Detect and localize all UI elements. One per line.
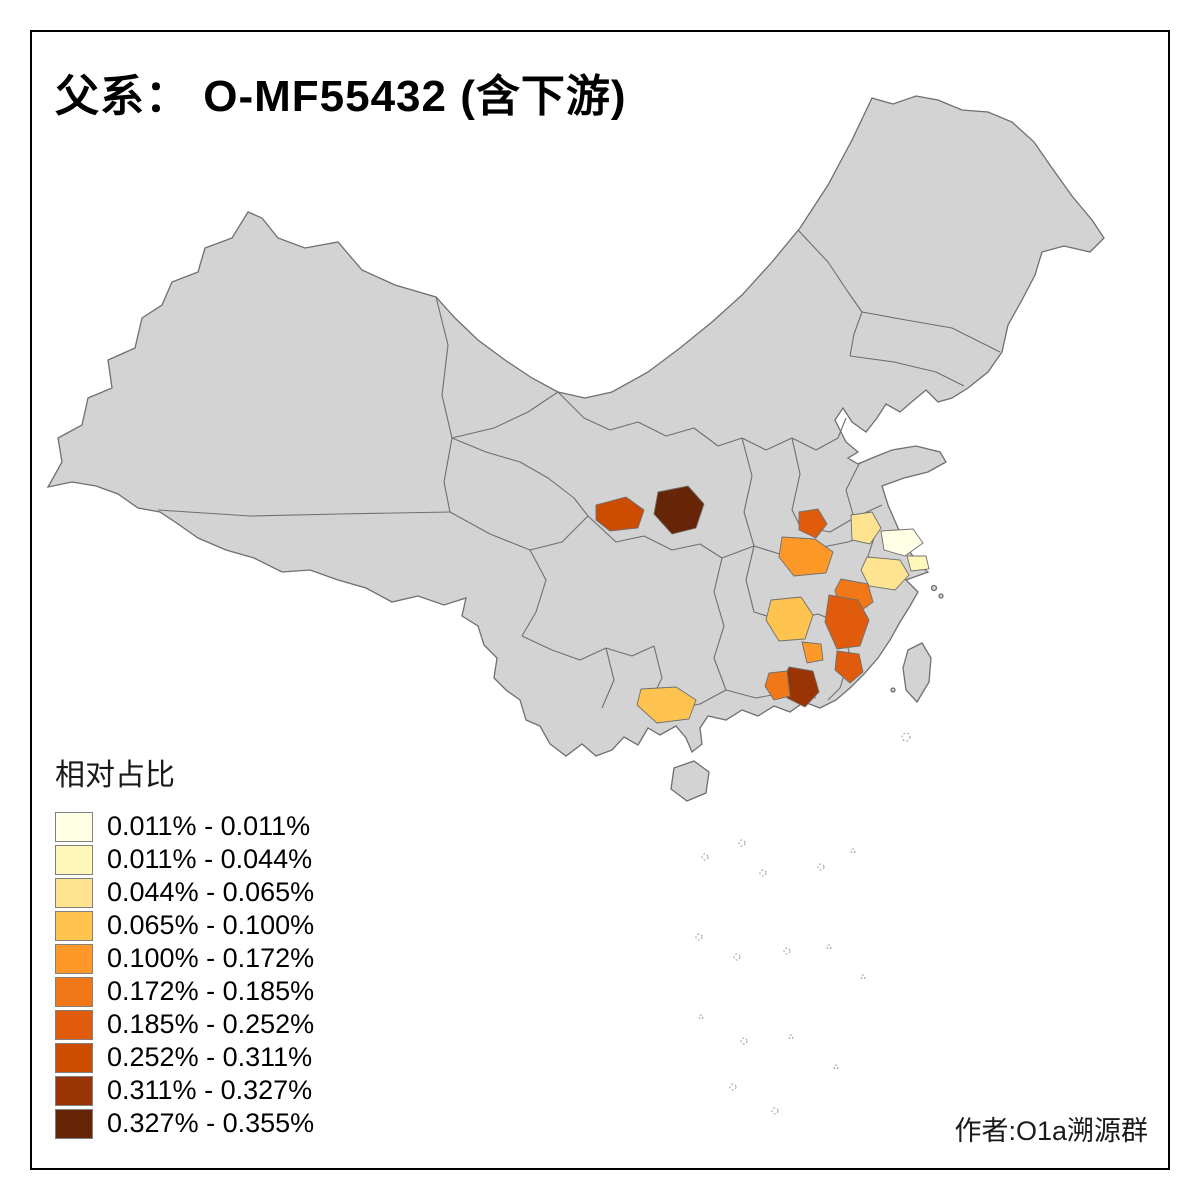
province-border	[451, 391, 559, 439]
province-border	[845, 461, 883, 519]
province-border	[157, 509, 451, 517]
highlighted-region	[764, 670, 791, 701]
highlighted-region	[880, 528, 924, 557]
legend-label: 0.011% - 0.044%	[107, 844, 313, 874]
island-group	[783, 947, 791, 955]
province-border	[741, 417, 847, 451]
highlighted-region	[906, 555, 930, 572]
highlighted-region	[778, 536, 834, 577]
province-border	[861, 311, 1001, 353]
legend-item: 0.172% - 0.185%	[55, 975, 314, 1008]
legend-title: 相对占比	[55, 759, 175, 792]
south-china-sea-islands	[695, 732, 911, 1115]
province-border	[827, 687, 841, 701]
province-border	[713, 557, 727, 691]
legend-label: 0.065% - 0.100%	[107, 910, 315, 940]
china-mainland	[46, 95, 1105, 757]
province-border	[521, 549, 547, 637]
island-group	[850, 848, 856, 854]
island-group	[738, 839, 746, 847]
island-group	[695, 933, 703, 941]
legend-label: 0.311% - 0.327%	[107, 1075, 313, 1105]
highlighted-region	[860, 556, 910, 591]
legend-label: 0.185% - 0.252%	[107, 1009, 315, 1039]
highlighted-region	[636, 686, 697, 724]
province-border	[791, 437, 801, 527]
legend-item: 0.100% - 0.172%	[55, 942, 314, 975]
legend-label: 0.252% - 0.311%	[107, 1042, 313, 1072]
legend-label: 0.011% - 0.011%	[107, 811, 311, 841]
coastal-island	[938, 593, 944, 599]
legend-label: 0.327% - 0.355%	[107, 1108, 315, 1138]
legend-label: 0.172% - 0.185%	[107, 976, 315, 1006]
legend-item: 0.311% - 0.327%	[55, 1074, 314, 1107]
legend-item: 0.011% - 0.011%	[55, 810, 314, 843]
highlighted-region	[850, 511, 882, 545]
legend-swatch	[55, 1075, 93, 1106]
island-group	[901, 732, 911, 742]
island-group	[759, 869, 767, 877]
highlighted-region	[824, 594, 870, 650]
legend-swatch	[55, 943, 93, 974]
hainan-island	[670, 760, 710, 802]
islands	[670, 584, 944, 802]
province-border	[745, 545, 755, 613]
highlighted-region	[801, 641, 824, 664]
legend-item: 0.252% - 0.311%	[55, 1041, 314, 1074]
island-group	[729, 1083, 737, 1091]
legend-item: 0.044% - 0.065%	[55, 876, 314, 909]
legend-swatch	[55, 1108, 93, 1139]
island-group	[733, 953, 741, 961]
attribution-text: 作者:O1a溯源群	[954, 1116, 1148, 1146]
province-border	[451, 437, 589, 517]
highlighted-region	[653, 485, 705, 535]
island-group	[701, 853, 709, 861]
coastal-island	[890, 687, 896, 693]
province-border	[601, 647, 615, 709]
island-group	[860, 974, 866, 980]
highlighted-region	[834, 650, 864, 684]
province-border	[741, 437, 755, 547]
highlighted-region	[765, 596, 814, 642]
province-border	[557, 391, 743, 447]
province-border	[849, 355, 965, 387]
legend-swatch	[55, 877, 93, 908]
legend-swatch	[55, 844, 93, 875]
legend-item: 0.065% - 0.100%	[55, 909, 314, 942]
page-title: 父系： O-MF55432 (含下游)	[55, 72, 627, 121]
highlighted-regions	[595, 485, 930, 724]
island-group	[817, 863, 825, 871]
island-group	[740, 1037, 748, 1045]
province-border	[435, 296, 453, 513]
island-group	[833, 1064, 839, 1070]
island-group	[771, 1107, 779, 1115]
legend-swatch	[55, 976, 93, 1007]
coastal-island	[930, 584, 938, 592]
province-border	[521, 635, 655, 661]
legend-label: 0.100% - 0.172%	[107, 943, 315, 973]
legend-swatch	[55, 1042, 93, 1073]
legend-label: 0.044% - 0.065%	[107, 877, 315, 907]
legend-swatch	[55, 910, 93, 941]
legend-item: 0.185% - 0.252%	[55, 1008, 314, 1041]
legend-swatch	[55, 1009, 93, 1040]
island-group	[826, 944, 832, 950]
highlighted-region	[595, 496, 645, 532]
highlighted-region	[798, 508, 828, 539]
legend-item: 0.011% - 0.044%	[55, 843, 314, 876]
province-border	[797, 229, 863, 357]
legend-item: 0.327% - 0.355%	[55, 1107, 314, 1140]
taiwan-island	[902, 642, 932, 704]
island-group	[788, 1034, 794, 1040]
legend-swatch	[55, 811, 93, 842]
island-group	[698, 1014, 704, 1020]
legend: 相对占比 0.011% - 0.011% 0.011% - 0.044% 0.0…	[55, 750, 314, 1140]
